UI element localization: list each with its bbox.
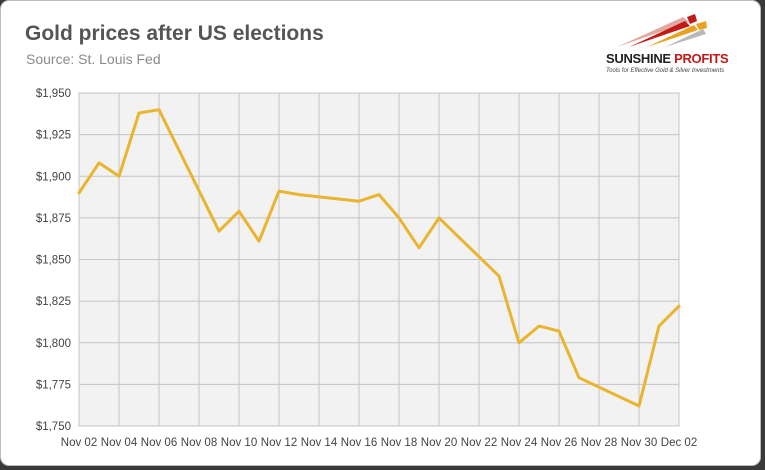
x-tick-label: Nov 16 [341, 437, 377, 449]
x-tick-label: Nov 10 [221, 437, 257, 449]
x-tick-label: Nov 20 [421, 437, 457, 449]
x-tick-label: Nov 04 [101, 437, 138, 449]
x-tick-label: Nov 28 [581, 437, 617, 449]
logo-name-part1: SUNSHINE [606, 51, 671, 66]
y-tick-label: $1,750 [36, 421, 71, 433]
sunshine-profits-logo: SUNSHINE PROFITS Tools for Effective Gol… [599, 13, 759, 79]
logo-name: SUNSHINE PROFITS [606, 51, 729, 66]
y-tick-label: $1,950 [36, 88, 71, 100]
y-tick-label: $1,925 [36, 130, 71, 142]
x-tick-label: Nov 08 [181, 437, 217, 449]
x-tick-label: Nov 02 [61, 437, 97, 449]
x-tick-label: Nov 14 [301, 437, 338, 449]
x-tick-label: Dec 02 [661, 437, 697, 449]
gold-price-line [77, 108, 681, 408]
line-chart: $1,750 $1,775 $1,800 $1,825 $1,850 $1,875 $1,9… [36, 88, 697, 449]
x-tick-label: Nov 18 [381, 437, 417, 449]
y-tick-label: $1,775 [36, 379, 71, 391]
x-tick-label: Nov 12 [261, 437, 297, 449]
y-tick-label: $1,900 [36, 171, 71, 183]
sunshine-rays-icon [617, 14, 707, 47]
x-tick-label: Nov 06 [141, 437, 177, 449]
x-tick-label: Nov 30 [621, 437, 657, 449]
y-tick-label: $1,850 [36, 255, 71, 267]
y-tick-label: $1,800 [36, 338, 71, 350]
chart-title: Gold prices after US elections [25, 22, 324, 45]
x-tick-label: Nov 22 [461, 437, 497, 449]
x-tick-label: Nov 26 [541, 437, 577, 449]
chart-source: Source: St. Louis Fed [26, 51, 161, 67]
y-tick-label: $1,825 [36, 296, 71, 308]
logo-tagline: Tools for Effective Gold & Silver Invest… [606, 68, 725, 74]
logo-name-part2: PROFITS [674, 51, 729, 66]
y-tick-label: $1,875 [36, 213, 71, 225]
x-tick-label: Nov 24 [501, 437, 538, 449]
